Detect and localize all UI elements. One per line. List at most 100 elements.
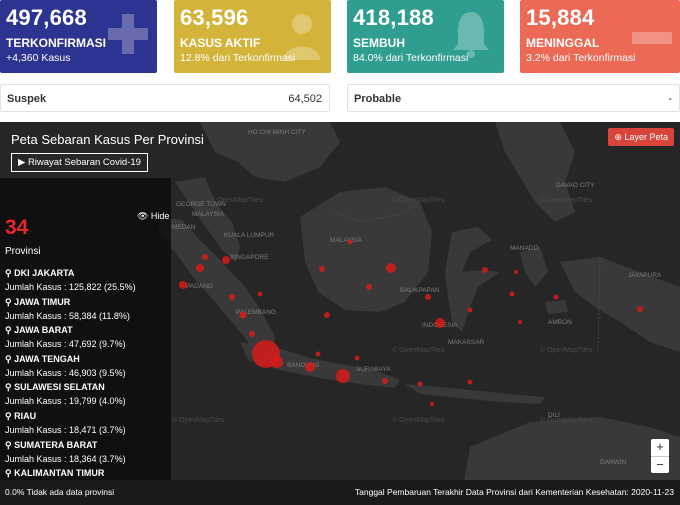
label-davao: DAVAO CITY [556,182,595,189]
kasus-aktif-label: KASUS AKTIF [180,36,261,50]
bubble-ntt[interactable] [467,379,473,385]
bubble-kalimantan-timur[interactable] [386,263,396,273]
bubble-di-yogyakarta[interactable] [315,351,321,357]
card-meninggal: 15,884 MENINGGAL 3.2% dari Terkonfirmasi [520,0,680,73]
layer-peta-button[interactable]: ⊕ Layer Peta [608,128,674,146]
province-cases: Jumlah Kasus : 125,822 (25.5%) [5,282,136,292]
province-item[interactable]: ⚲ KALIMANTAN TIMUR [5,468,169,480]
bubble-sulawesi-selatan[interactable] [435,318,445,328]
bubble-sulawesi-utara[interactable] [482,267,488,273]
hide-sidebar-button[interactable]: 👁 Hide [137,211,170,221]
bubble-bangka-belitung[interactable] [257,291,263,297]
watermark: © OpenMapTiles [392,416,445,424]
bubble-bali[interactable] [382,378,388,384]
watermark: © OpenMapTiles [540,416,593,424]
bubble-ntb[interactable] [417,381,423,387]
label-jayapura: JAYAPURA [628,272,662,279]
zoom-out-button[interactable]: − [651,456,669,473]
province-item[interactable]: ⚲ JAWA BARAT Jumlah Kasus : 47,692 (9.7%… [5,325,169,354]
bubble-maluku-utara[interactable] [509,291,515,297]
province-cases: Jumlah Kasus : 18,471 (3.7%) [5,424,126,435]
meninggal-value: 15,884 [526,5,595,30]
province-list: ⚲ DKI JAKARTA Jumlah Kasus : 125,822 (25… [5,268,169,480]
province-name: KALIMANTAN TIMUR [14,468,105,479]
probable-label: Probable [354,93,402,105]
bubble-madura[interactable] [354,355,360,361]
bubble-jawa-barat[interactable] [271,356,283,368]
label-ho-chi-minh: HO CHI MINH CITY [248,129,306,136]
province-item[interactable]: ⚲ JAWA TIMUR Jumlah Kasus : 58,384 (11.8… [5,297,169,326]
zoom-in-button[interactable]: + [656,439,664,454]
bubble-sumatera-barat[interactable] [179,281,187,289]
watermark: © OpenMapTiles [172,416,225,424]
bubble-riau[interactable] [222,256,230,264]
province-name: JAWA BARAT [14,325,73,336]
label-kuala-lumpur: KUALA LUMPUR [224,232,275,239]
bubble-sulawesi-tenggara[interactable] [467,307,473,313]
province-item[interactable]: ⚲ DKI JAKARTA Jumlah Kasus : 125,822 (25… [5,268,169,297]
province-item[interactable]: ⚲ SULAWESI SELATAN Jumlah Kasus : 19,799… [5,382,169,411]
province-item[interactable]: ⚲ RIAU Jumlah Kasus : 18,471 (3.7%) [5,411,169,440]
province-cases: Jumlah Kasus : 47,692 (9.7%) [5,339,126,350]
sembuh-label: SEMBUH [353,36,406,50]
province-item[interactable]: ⚲ JAWA TENGAH Jumlah Kasus : 46,903 (9.5… [5,354,169,383]
bubble-lampung[interactable] [249,331,255,337]
map-footer: 0.0% Tidak ada data provinsi Tanggal Pem… [0,480,680,505]
bubble-sumatera-utara[interactable] [196,264,204,272]
bubble-sulawesi-tengah[interactable] [425,294,431,300]
watermark: © OpenMapTiles [540,196,593,204]
terkonfirmasi-sub: +4,360 Kasus [6,52,71,64]
suspek-value: 64,502 [288,93,322,105]
suspek-label: Suspek [7,93,47,105]
location-pin-icon: ⚲ [5,325,15,336]
probable-box: Probable - [347,84,680,112]
kasus-aktif-sub: 12.8% dari Terkonfirmasi [180,52,296,64]
province-name: SUMATERA BARAT [14,439,98,450]
watermark: © OpenMapTiles [540,346,593,354]
location-pin-icon: ⚲ [5,268,15,278]
riwayat-sebaran-button[interactable]: ▶ Riwayat Sebaran Covid-19 [11,153,148,172]
bubble-jambi[interactable] [229,294,235,300]
bubble-jawa-timur[interactable] [336,369,350,383]
bubble-jawa-tengah[interactable] [305,362,315,372]
bubble-kalimantan-tengah[interactable] [324,312,330,318]
plus-icon [108,14,148,54]
terkonfirmasi-value: 497,668 [6,5,87,30]
location-pin-icon: ⚲ [5,353,15,364]
map-borders [334,201,601,353]
case-bubbles[interactable] [179,239,643,407]
province-cases: Jumlah Kasus : 18,364 (3.7%) [5,453,126,464]
bubble-kalimantan-barat[interactable] [319,266,325,272]
province-name: RIAU [14,410,37,421]
sembuh-sub: 84.0% dari Terkonfirmasi [353,52,469,64]
card-terkonfirmasi: 497,668 TERKONFIRMASI +4,360 Kasus [0,0,157,73]
label-manado: MANADO [510,245,539,252]
province-map[interactable]: HO CHI MINH CITY GEORGE TOWN MALAYSIA ME… [0,122,680,505]
bubble-gorontalo[interactable] [514,270,518,274]
minus-icon [632,32,672,44]
doctor-icon [284,14,320,60]
bubble-papua[interactable] [637,306,643,312]
bubble-kepulauan-riau[interactable] [202,254,208,260]
province-count: 34 [5,216,29,239]
last-update-text: Tanggal Pembaruan Terakhir Data Provinsi… [354,487,674,497]
label-makassar: MAKASSAR [448,339,484,346]
kasus-aktif-value: 63,596 [180,5,249,30]
location-pin-icon: ⚲ [5,410,15,421]
bubble-kalimantan-utara[interactable] [347,239,353,245]
watermark: © OpenMapTiles [392,346,445,354]
map-title: Peta Sebaran Kasus Per Provinsi [11,132,204,147]
suspek-box: Suspek 64,502 [0,84,330,112]
bubble-kecil[interactable] [430,402,434,406]
bubble-maluku[interactable] [518,320,522,324]
label-george-town: GEORGE TOWN [176,201,226,208]
bubble-sumatera-selatan[interactable] [239,311,247,319]
province-cases: Jumlah Kasus : 19,799 (4.0%) [5,396,126,407]
bell-icon [453,12,489,58]
watermark: © OpenMapTiles [392,196,445,204]
label-ambon: AMBON [548,319,572,326]
province-item[interactable]: ⚲ SUMATERA BARAT Jumlah Kasus : 18,364 (… [5,440,169,469]
bubble-papua-barat[interactable] [553,294,559,300]
watermark: © OpenMapTiles [210,196,263,204]
bubble-kalimantan-selatan[interactable] [366,284,372,290]
